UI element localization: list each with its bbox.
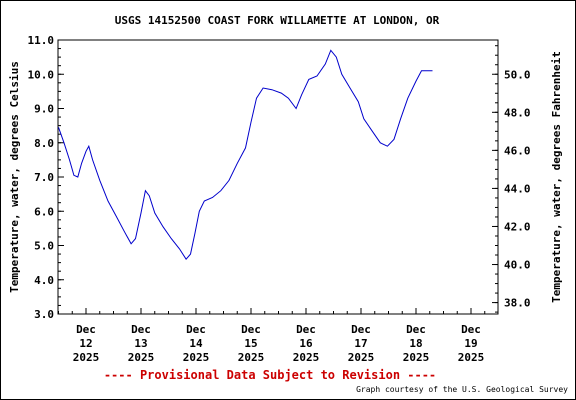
x-tick-label: 2025 <box>293 351 320 364</box>
y-axis-right-label: Temperature, water, degrees Fahrenheit <box>550 51 563 303</box>
x-tick-label: 2025 <box>348 351 375 364</box>
x-tick-label: Dec <box>461 323 481 336</box>
x-tick-label: 16 <box>299 337 313 350</box>
y-tick-label-left: 8.0 <box>34 137 54 150</box>
x-tick-label: 2025 <box>403 351 430 364</box>
x-axis: Dec122025Dec132025Dec142025Dec152025Dec1… <box>58 308 486 364</box>
y-tick-label-left: 10.0 <box>28 68 55 81</box>
y-tick-label-right: 38.0 <box>504 297 531 310</box>
y-tick-label-left: 9.0 <box>34 103 54 116</box>
y-tick-label-left: 6.0 <box>34 205 54 218</box>
x-tick-label: 18 <box>409 337 422 350</box>
x-tick-label: Dec <box>76 323 96 336</box>
provisional-notice: ---- Provisional Data Subject to Revisio… <box>104 368 436 382</box>
x-tick-label: 17 <box>354 337 367 350</box>
usgs-credit: Graph courtesy of the U.S. Geological Su… <box>356 385 568 394</box>
x-tick-label: Dec <box>131 323 151 336</box>
x-tick-label: 2025 <box>128 351 155 364</box>
temperature-series-line <box>58 49 433 261</box>
y-tick-label-right: 46.0 <box>504 144 531 157</box>
x-tick-label: 12 <box>79 337 92 350</box>
y-tick-label-right: 40.0 <box>504 259 531 272</box>
x-tick-label: 14 <box>189 337 203 350</box>
x-tick-label: 2025 <box>73 351 100 364</box>
plot-area <box>57 39 499 315</box>
y-tick-label-left: 4.0 <box>34 274 54 287</box>
y-tick-label-left: 3.0 <box>34 308 54 321</box>
y-axis-right: 38.0 40.0 42.0 44.0 46.0 48.0 50.0 <box>492 45 531 313</box>
x-tick-label: Dec <box>241 323 261 336</box>
y-tick-label-left: 11.0 <box>28 34 55 47</box>
x-tick-label: 2025 <box>238 351 265 364</box>
x-tick-label: Dec <box>186 323 206 336</box>
y-tick-label-right: 44.0 <box>504 182 531 195</box>
x-tick-label: 19 <box>464 337 477 350</box>
chart-title: USGS 14152500 COAST FORK WILLAMETTE AT L… <box>115 14 440 27</box>
x-tick-label: Dec <box>351 323 371 336</box>
y-tick-label-left: 5.0 <box>34 240 54 253</box>
y-tick-label-left: 7.0 <box>34 171 54 184</box>
x-tick-label: 15 <box>244 337 257 350</box>
x-tick-label: Dec <box>406 323 426 336</box>
y-axis-left: 3.0 4.0 5.0 6.0 7.0 8.0 9.0 10.0 11.0 <box>28 34 64 321</box>
y-tick-label-right: 50.0 <box>504 68 531 81</box>
x-tick-label: 2025 <box>183 351 210 364</box>
y-tick-label-right: 48.0 <box>504 106 531 119</box>
y-axis-left-label: Temperature, water, degrees Celsius <box>8 61 21 293</box>
x-tick-label: Dec <box>296 323 316 336</box>
x-tick-label: 2025 <box>458 351 485 364</box>
y-tick-label-right: 42.0 <box>504 220 531 233</box>
x-tick-label: 13 <box>134 337 147 350</box>
